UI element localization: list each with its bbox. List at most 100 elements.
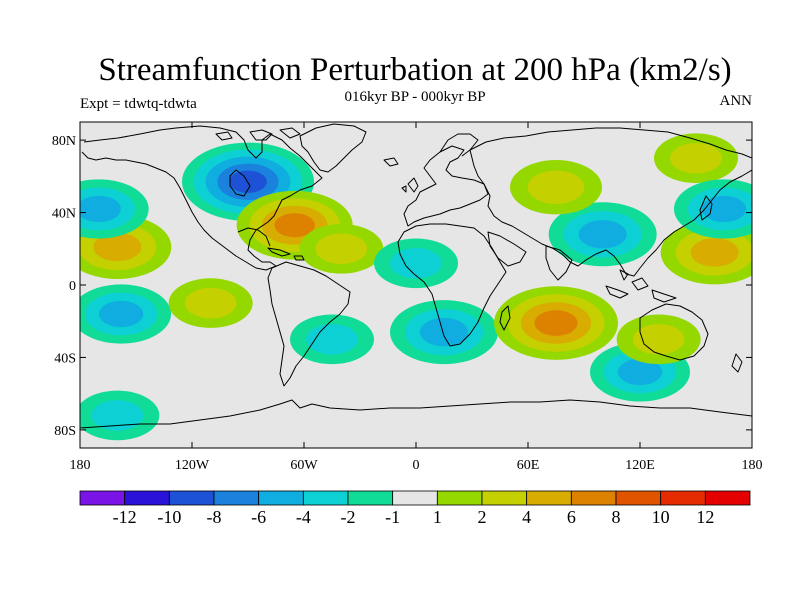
colorbar-label: 1 [433,507,442,527]
contour-level [274,213,315,238]
y-tick-label: 0 [69,279,76,294]
colorbar-swatch [258,490,304,506]
coast-british-isles [401,177,419,193]
anomaly-1 [236,190,353,260]
colorbar-swatch [79,490,126,506]
contour-level [617,358,663,386]
colorbar-swatch [213,490,260,506]
chart-title: Streamfunction Perturbation at 200 hPa (… [98,52,732,88]
anomaly-9 [494,286,618,360]
colorbar-label: 4 [522,507,531,527]
x-tick-label: 60W [290,458,318,473]
colorbar-swatch [347,490,394,506]
coast-antarctica [80,399,752,429]
anomaly-14 [674,179,752,239]
coastlines [80,123,752,429]
y-tick-label: 40N [52,207,76,222]
season-label: ANN [719,93,753,109]
y-tick-label: 80N [52,134,76,149]
coast-australia [639,303,709,361]
colorbar-label: -12 [113,507,137,527]
plot-axes: 180 120W 60W 0 60E 120E 180 80N 40N 0 40S 80S [52,121,763,473]
coast-arctic-islands [215,127,301,141]
colorbar-label: -6 [251,507,266,527]
x-tick-label: 120E [625,458,655,473]
coast-new-zealand [731,353,743,373]
coast-greenland [299,123,367,173]
x-tick-label: 180 [70,458,91,473]
coast-japan [699,195,713,221]
y-tick-label: 80S [54,424,76,439]
chart-subtitle: 016kyr BP - 000kyr BP [344,89,486,105]
colorbar-label: 10 [652,507,670,527]
contour-level [80,195,121,223]
colorbar-swatch [570,490,617,506]
coast-caribbean [267,247,305,261]
contour-level [420,317,468,347]
coast-gulf-mexico [237,227,271,247]
colorbar-label: -8 [207,507,222,527]
contour-level [701,195,747,223]
coast-india [545,245,573,281]
x-tick-label: 60E [517,458,540,473]
coast-south-america [267,261,351,387]
anomaly-8 [390,300,498,365]
contour-level [670,142,722,174]
anomaly-16 [616,314,701,365]
coast-europe [403,145,489,227]
x-tick-label: 0 [413,458,420,473]
contour-level [306,324,358,355]
coast-asia [469,127,752,277]
coast-indonesia [605,269,677,303]
colorbar-label: -4 [296,507,311,527]
y-tick-label: 40S [54,351,76,366]
contour-level [315,233,368,265]
colorbar-swatch [704,490,751,506]
contour-level [632,324,685,355]
contour-level [690,238,739,267]
colorbar-label: 2 [478,507,487,527]
experiment-label: Expt = tdwtq-tdwta [80,96,197,112]
coast-madagascar [499,305,511,331]
coast-iceland [383,157,399,167]
colorbar-label: -2 [341,507,356,527]
colorbar-label: 6 [567,507,576,527]
colorbar-label: 12 [696,507,714,527]
anomaly-10 [548,202,657,267]
contour-level [578,220,627,249]
colorbar-swatch [302,490,349,506]
colorbar-swatch [392,490,438,506]
colorbar-swatch [436,490,483,506]
contour-level [93,232,142,262]
contour-level [390,248,442,279]
contour-level [91,400,144,431]
x-tick-label: 120W [175,458,210,473]
colorbar-label: -10 [157,507,181,527]
anomaly-4 [80,179,149,239]
anomaly-12 [654,133,738,184]
contour-level [527,170,585,204]
anomaly-17 [374,238,458,289]
colorbar-swatch [526,490,572,506]
colorbar-swatch [168,490,215,506]
contour-level [184,287,237,319]
colorbar-swatch [124,490,170,506]
colorbar-label: -1 [385,507,400,527]
contour-level [534,310,578,336]
coast-hudson-bay [229,169,251,197]
anomaly-2 [299,223,384,274]
colorbar-swatch [481,490,528,506]
coast-africa [397,223,507,347]
colorbar-label: 8 [612,507,621,527]
anomaly-11 [510,160,602,215]
anomaly-6 [168,278,253,328]
coast-arabia [487,231,527,267]
anomaly-7 [290,314,374,365]
colorbar: -12 -10 -8 -6 -4 -2 -1 1 2 4 6 8 10 12 [79,490,751,527]
anomaly-18 [80,390,160,441]
colorbar-swatch [660,490,706,506]
colorbar-swatch [615,490,662,506]
anomaly-5 [80,284,172,344]
contour-level [98,300,144,328]
